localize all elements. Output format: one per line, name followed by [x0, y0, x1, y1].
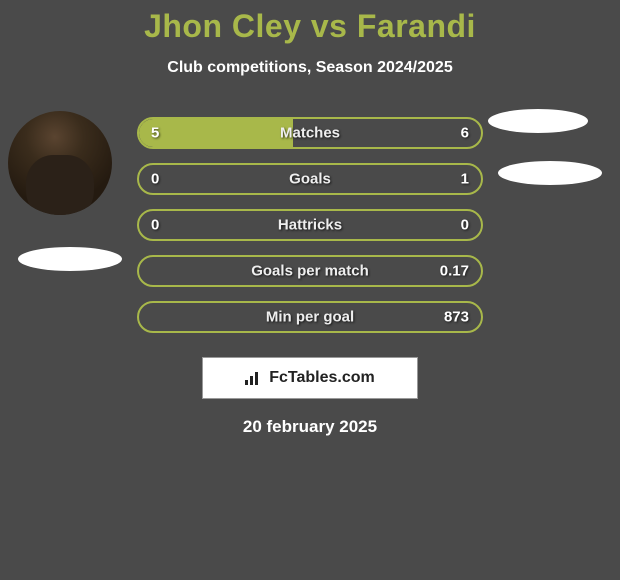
source-badge-text: FcTables.com	[269, 369, 375, 387]
player-left-avatar	[8, 111, 112, 215]
stat-rows: 5 Matches 6 0 Goals 1 0 Hattricks 0	[137, 117, 483, 333]
stat-fill-left	[139, 119, 293, 147]
stat-row-goals-per-match: Goals per match 0.17	[137, 255, 483, 287]
player-right-club-logo-placeholder	[498, 161, 602, 185]
stat-value-right: 6	[461, 125, 469, 142]
stat-row-matches: 5 Matches 6	[137, 117, 483, 149]
stats-area: 5 Matches 6 0 Goals 1 0 Hattricks 0	[0, 117, 620, 437]
stat-label: Matches	[280, 125, 340, 142]
stat-value-left: 0	[151, 171, 159, 188]
source-badge[interactable]: FcTables.com	[202, 357, 418, 399]
date-text: 20 february 2025	[0, 417, 620, 437]
stat-label: Goals	[289, 171, 331, 188]
stat-value-left: 5	[151, 125, 159, 142]
stat-value-right: 873	[444, 309, 469, 326]
stat-value-right: 0	[461, 217, 469, 234]
stat-value-left: 0	[151, 217, 159, 234]
player-left-club-logo-placeholder	[18, 247, 122, 271]
stat-value-right: 0.17	[440, 263, 469, 280]
player-right-avatar-placeholder	[488, 109, 588, 133]
barchart-icon	[245, 371, 263, 385]
subtitle: Club competitions, Season 2024/2025	[0, 59, 620, 77]
stat-row-goals: 0 Goals 1	[137, 163, 483, 195]
stat-row-hattricks: 0 Hattricks 0	[137, 209, 483, 241]
page-title: Jhon Cley vs Farandi	[0, 8, 620, 45]
stat-label: Min per goal	[266, 309, 354, 326]
stat-label: Hattricks	[278, 217, 342, 234]
stat-row-min-per-goal: Min per goal 873	[137, 301, 483, 333]
stat-label: Goals per match	[251, 263, 369, 280]
stat-value-right: 1	[461, 171, 469, 188]
